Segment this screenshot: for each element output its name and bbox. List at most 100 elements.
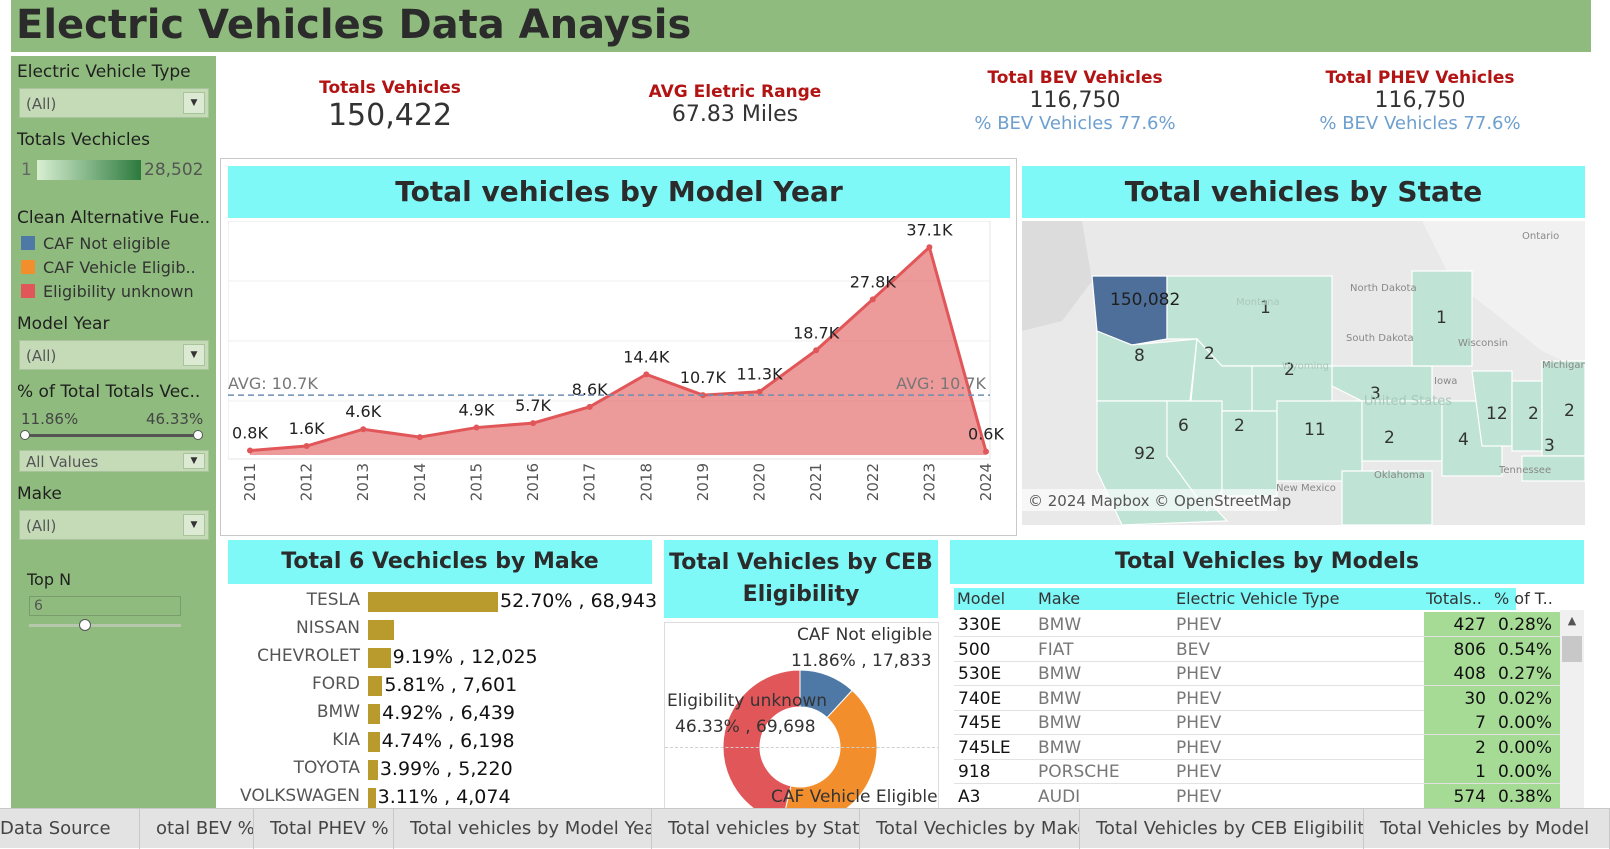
donut-slice[interactable] [722, 669, 801, 808]
pct-range-slider-track[interactable] [25, 434, 201, 437]
table-row[interactable]: 745E BMW PHEV 7 0.00% [954, 710, 1560, 735]
make-dropdown[interactable]: (All) ▼ [19, 510, 209, 540]
sheet-tab[interactable]: Total Vechicles by Make [868, 809, 1080, 849]
model-year-dropdown[interactable]: (All) ▼ [19, 340, 209, 370]
legend-item-unknown[interactable]: Eligibility unknown [21, 282, 194, 301]
scroll-up-icon[interactable]: ▲ [1567, 614, 1577, 627]
x-tick-label: 2013 [354, 463, 372, 501]
sheet-tab[interactable]: Total Vehicles by Model [1372, 809, 1610, 849]
data-point[interactable] [813, 347, 820, 354]
make-bar[interactable] [368, 732, 380, 752]
chevron-down-icon[interactable]: ▼ [183, 344, 205, 366]
data-point[interactable] [926, 244, 933, 251]
make-bar[interactable] [368, 620, 395, 640]
sheet-tab[interactable]: Total vehicles by State [660, 809, 860, 849]
data-point[interactable] [416, 434, 423, 441]
data-point[interactable] [756, 388, 763, 395]
table-cell: 0.00% [1497, 713, 1552, 733]
state-kansas[interactable] [1361, 400, 1443, 462]
series-line [249, 244, 988, 453]
state-map[interactable]: 150,082 1 8 2 2 6 2 11 92 3 2 4 12 2 2 3… [1022, 221, 1585, 525]
data-point[interactable] [530, 420, 537, 427]
chevron-down-icon[interactable]: ▼ [183, 514, 205, 536]
table-cell: 806 [1453, 639, 1486, 660]
table-scrollbar[interactable]: ▲ [1560, 610, 1584, 808]
make-bar[interactable] [368, 648, 391, 668]
sheet-tab[interactable]: otal BEV % [148, 809, 254, 849]
table-row[interactable]: 500 FIAT BEV 806 0.54% [954, 636, 1560, 662]
state-kentucky[interactable] [1521, 455, 1585, 482]
legend-item-not-eligible[interactable]: CAF Not eligible [21, 234, 170, 253]
table-cell: 745LE [958, 737, 1011, 758]
table-cell: 0.38% [1497, 786, 1552, 807]
make-bar[interactable] [368, 760, 378, 780]
table-row[interactable]: 740E BMW PHEV 30 0.02% [954, 685, 1560, 711]
sheet-tab[interactable]: Total vehicles by Model Year [402, 809, 652, 849]
scrollbar-thumb[interactable] [1562, 636, 1582, 662]
chevron-down-icon[interactable]: ▼ [183, 453, 205, 469]
table-row[interactable]: 745LE BMW PHEV 2 0.00% [954, 734, 1560, 760]
data-point[interactable] [360, 426, 367, 433]
data-point[interactable] [869, 296, 876, 303]
table-row[interactable]: 330E BMW PHEV 427 0.28% [954, 612, 1560, 637]
make-category-label: VOLKSWAGEN [240, 786, 360, 806]
column-header[interactable]: % of T.. [1494, 589, 1553, 608]
pct-range-handle-max[interactable] [193, 430, 203, 440]
table-cell: 30 [1464, 688, 1486, 709]
data-label: 5.7K [515, 396, 551, 415]
place-name: Montana [1236, 297, 1280, 308]
state-shapes[interactable] [1091, 270, 1585, 525]
state-minnesota[interactable] [1411, 270, 1473, 367]
table-cell: BMW [1038, 664, 1082, 684]
sheet-tab[interactable]: Data Source [0, 809, 140, 849]
state-colorado[interactable] [1276, 400, 1363, 482]
sheet-tab[interactable]: Total PHEV % [262, 809, 394, 849]
make-bar[interactable] [368, 592, 498, 612]
column-header[interactable]: Totals.. [1426, 589, 1482, 608]
model-year-area-chart[interactable]: 0.8K 2011 1.6K 2012 4.6K 2013 2014 4.9K 2015 5.7K… [228, 221, 1010, 531]
table-row[interactable]: 918 PORSCHE PHEV 1 0.00% [954, 759, 1560, 784]
kpi-label: Totals Vehicles [319, 78, 461, 98]
ev-type-dropdown[interactable]: (All) ▼ [19, 88, 209, 118]
make-bar[interactable] [368, 788, 376, 808]
pct-range-handle-min[interactable] [20, 430, 30, 440]
kpi-value: 116,750 [1374, 88, 1466, 113]
map-credit[interactable]: © 2024 Mapbox © OpenStreetMap [1028, 492, 1291, 510]
state-ohio[interactable] [1541, 360, 1585, 457]
topn-slider-track[interactable] [29, 624, 181, 627]
data-point[interactable] [586, 403, 593, 410]
column-header[interactable]: Make [1038, 589, 1081, 608]
column-header[interactable]: Model [957, 589, 1006, 608]
cell-highlight [1424, 685, 1560, 710]
topn-slider-handle[interactable] [79, 619, 91, 631]
legend-item-eligible[interactable]: CAF Vehicle Eligib.. [21, 258, 196, 277]
state-washington[interactable] [1091, 275, 1168, 346]
x-tick-label: 2019 [694, 463, 712, 501]
data-label: 14.4K [623, 347, 670, 366]
ceb-donut-chart[interactable] [665, 623, 939, 808]
state-oklahoma[interactable] [1341, 470, 1433, 525]
sheet-tab[interactable]: Total Vehicles by CEB Eligibility [1088, 809, 1364, 849]
make-bar-chart[interactable]: TESLA 52.70% , 68,943 NISSAN CHEVROLET 9.19%… [228, 590, 658, 808]
make-bar[interactable] [368, 676, 383, 696]
donut-slice[interactable] [782, 689, 878, 808]
make-chart-title: Total 6 Vechicles by Make [228, 540, 652, 584]
data-point[interactable] [983, 448, 989, 455]
model-year-chart-container[interactable] [220, 158, 1017, 536]
table-cell: PORSCHE [1038, 762, 1120, 782]
state-utah[interactable] [1221, 410, 1278, 497]
data-point[interactable] [303, 443, 310, 450]
chevron-down-icon[interactable]: ▼ [183, 92, 205, 114]
column-header[interactable]: Electric Vehicle Type [1176, 589, 1340, 608]
topn-label: Top N [27, 570, 72, 589]
x-tick-label: 2014 [411, 463, 429, 501]
make-bar[interactable] [368, 704, 381, 724]
data-label: 1.6K [289, 419, 325, 438]
pct-mode-dropdown[interactable]: All Values ▼ [19, 450, 209, 472]
data-point[interactable] [473, 424, 480, 431]
table-row[interactable]: 530E BMW PHEV 408 0.27% [954, 661, 1560, 686]
data-point[interactable] [643, 371, 650, 378]
table-row[interactable]: A3 AUDI PHEV 574 0.38% [954, 783, 1560, 809]
data-point[interactable] [247, 447, 253, 454]
topn-input[interactable]: 6 [29, 596, 181, 616]
